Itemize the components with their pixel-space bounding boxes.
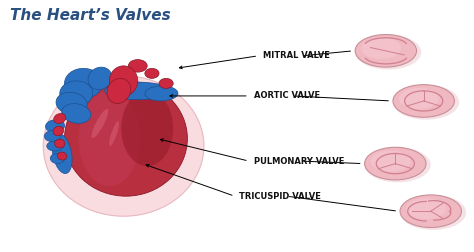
Ellipse shape [64, 81, 187, 196]
Ellipse shape [64, 68, 102, 99]
Ellipse shape [88, 67, 112, 90]
Text: PULMONARY VALVE: PULMONARY VALVE [254, 156, 344, 166]
Circle shape [393, 85, 455, 117]
Circle shape [406, 198, 446, 219]
Circle shape [365, 147, 426, 180]
Circle shape [355, 35, 417, 67]
Ellipse shape [43, 76, 204, 216]
Circle shape [361, 38, 401, 59]
Circle shape [399, 88, 439, 109]
Text: AORTIC VALVE: AORTIC VALVE [254, 91, 319, 101]
Text: The Heart’s Valves: The Heart’s Valves [10, 8, 171, 23]
Ellipse shape [53, 126, 64, 136]
Ellipse shape [46, 120, 64, 132]
Ellipse shape [355, 35, 421, 70]
Ellipse shape [109, 121, 119, 146]
Text: TRICUSPID VALVE: TRICUSPID VALVE [239, 192, 321, 201]
Ellipse shape [60, 81, 93, 106]
Ellipse shape [47, 141, 64, 151]
Ellipse shape [50, 153, 64, 164]
Ellipse shape [105, 82, 171, 100]
Ellipse shape [400, 195, 466, 230]
Text: MITRAL VALVE: MITRAL VALVE [263, 51, 330, 60]
Ellipse shape [159, 78, 173, 88]
Ellipse shape [365, 147, 431, 182]
Ellipse shape [121, 91, 173, 166]
Ellipse shape [56, 92, 87, 115]
Ellipse shape [52, 134, 72, 174]
Circle shape [400, 195, 462, 228]
Ellipse shape [79, 91, 140, 186]
Ellipse shape [393, 85, 459, 120]
Ellipse shape [55, 139, 65, 148]
Ellipse shape [62, 104, 91, 123]
Ellipse shape [91, 109, 109, 138]
Ellipse shape [145, 86, 178, 101]
Circle shape [371, 150, 410, 172]
Ellipse shape [109, 66, 138, 96]
Ellipse shape [54, 113, 66, 123]
Ellipse shape [57, 152, 67, 160]
Ellipse shape [107, 78, 131, 103]
Ellipse shape [145, 68, 159, 78]
Ellipse shape [45, 130, 61, 142]
Ellipse shape [128, 59, 147, 72]
